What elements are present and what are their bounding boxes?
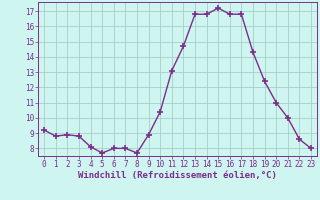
- X-axis label: Windchill (Refroidissement éolien,°C): Windchill (Refroidissement éolien,°C): [78, 171, 277, 180]
